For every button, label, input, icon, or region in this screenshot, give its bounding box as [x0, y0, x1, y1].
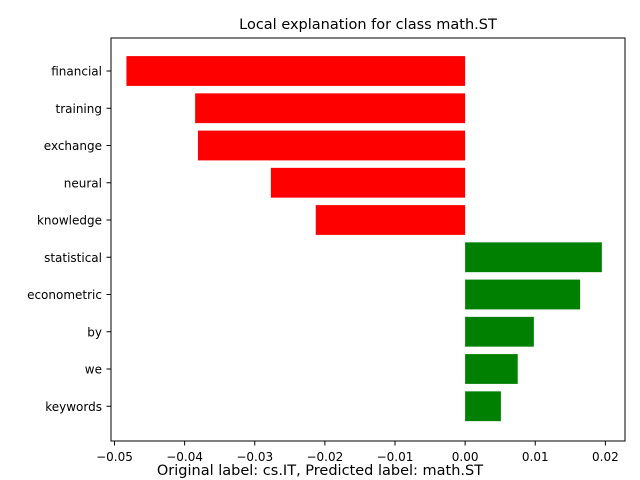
bars-group: [126, 56, 602, 422]
x-tick-label: 0.01: [522, 450, 549, 464]
chart-caption: Original label: cs.IT, Predicted label: …: [157, 463, 483, 479]
bar-we: [465, 354, 518, 384]
x-tick-label: 0.02: [592, 450, 619, 464]
y-tick-label-knowledge: knowledge: [37, 214, 102, 228]
y-tick-label-keywords: keywords: [45, 400, 102, 414]
chart-title: Local explanation for class math.ST: [239, 17, 497, 33]
y-tick-label-by: by: [87, 325, 102, 339]
bar-keywords: [465, 391, 501, 422]
y-tick-label-statistical: statistical: [44, 251, 102, 265]
bar-by: [465, 316, 534, 347]
x-tick-label: −0.01: [377, 450, 414, 464]
y-tick-label-econometric: econometric: [27, 288, 102, 302]
y-tick-label-training: training: [56, 102, 103, 116]
x-tick-label: −0.04: [166, 450, 203, 464]
bar-econometric: [465, 279, 581, 310]
x-tick-label: −0.03: [236, 450, 273, 464]
bar-training: [195, 93, 466, 124]
x-tick-label: −0.05: [96, 450, 133, 464]
bar-financial: [126, 56, 466, 86]
y-tick-label-neural: neural: [64, 176, 102, 190]
x-tick-label: 0.00: [452, 450, 479, 464]
plot-frame: [110, 37, 626, 442]
y-tick-label-exchange: exchange: [44, 139, 102, 153]
bar-statistical: [465, 242, 602, 273]
y-tick-label-financial: financial: [51, 65, 102, 79]
y-tick-label-we: we: [85, 363, 102, 377]
axes-group: financial training exchange neural knowledge…: [27, 65, 619, 465]
bar-exchange: [197, 130, 466, 161]
bar-knowledge: [315, 205, 466, 235]
bar-neural: [270, 167, 466, 198]
x-tick-label: −0.02: [306, 450, 343, 464]
